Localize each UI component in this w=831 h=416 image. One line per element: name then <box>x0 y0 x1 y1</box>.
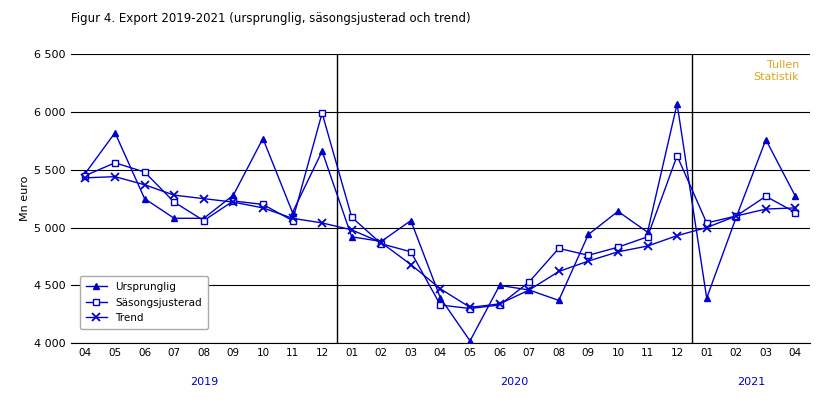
Text: 2021: 2021 <box>737 376 765 386</box>
Y-axis label: Mn euro: Mn euro <box>20 176 30 221</box>
Text: 2020: 2020 <box>500 376 529 386</box>
Text: Tullen
Statistik: Tullen Statistik <box>754 60 799 82</box>
Text: Figur 4. Export 2019-2021 (ursprunglig, säsongsjusterad och trend): Figur 4. Export 2019-2021 (ursprunglig, … <box>71 12 470 25</box>
Legend: Ursprunglig, Säsongsjusterad, Trend: Ursprunglig, Säsongsjusterad, Trend <box>80 276 208 329</box>
Text: 2019: 2019 <box>189 376 218 386</box>
